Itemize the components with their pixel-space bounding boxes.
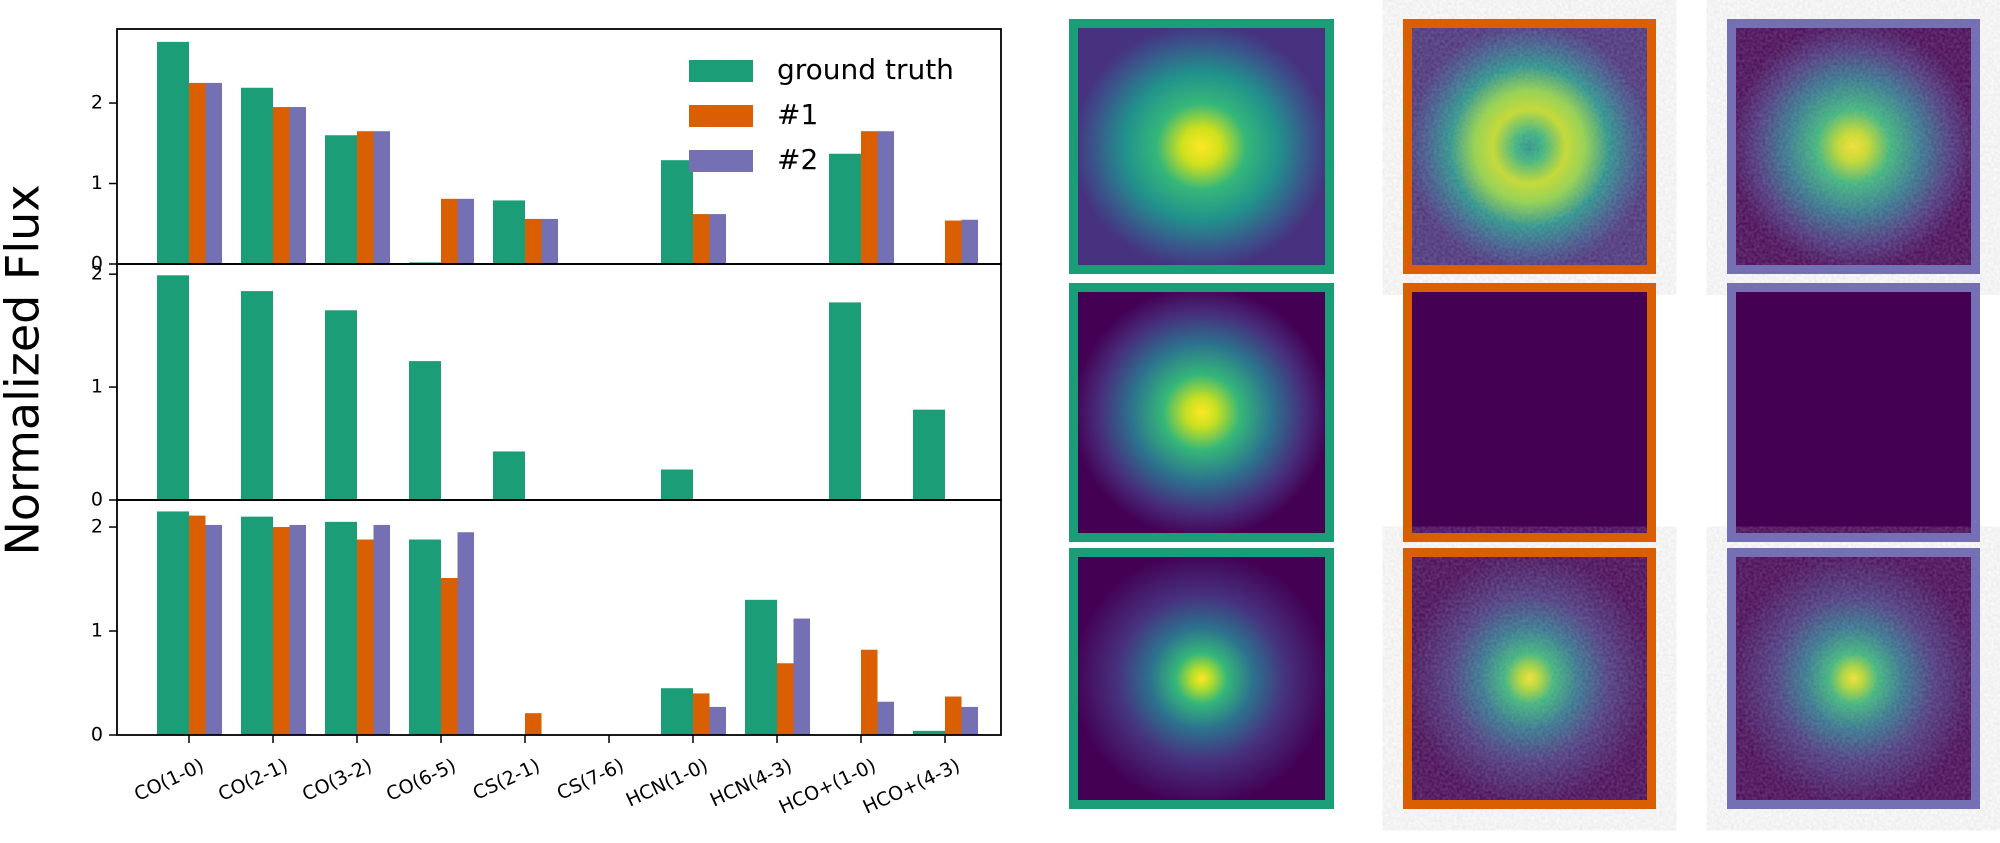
image-noise (1731, 23, 1976, 270)
legend-label: ground truth (777, 53, 954, 86)
x-tick-label: CO(6-5) (383, 755, 459, 806)
bar (373, 131, 390, 264)
bar (877, 131, 894, 264)
y-tick-label: 0 (91, 724, 103, 746)
image (1073, 287, 1330, 538)
bar (777, 663, 794, 735)
image-frame (1069, 283, 1334, 542)
bar (745, 599, 777, 735)
y-tick-label: 0 (91, 253, 103, 275)
bar (661, 160, 693, 264)
legend-swatch (689, 105, 753, 127)
bar (525, 218, 542, 264)
bar (493, 451, 525, 500)
bar (793, 618, 810, 735)
y-tick-label: 1 (91, 376, 103, 398)
bar (829, 302, 861, 500)
x-tick-label: CO(2-1) (215, 755, 291, 806)
image-frame (1069, 19, 1334, 274)
bar (961, 706, 978, 735)
bar (325, 521, 357, 735)
bar (157, 275, 189, 500)
bar (441, 198, 458, 264)
y-tick-label: 2 (91, 92, 103, 114)
bar (205, 524, 222, 735)
bar (525, 713, 542, 735)
legend-swatch (689, 150, 753, 172)
bar (325, 310, 357, 500)
y-tick-label: 1 (91, 172, 103, 194)
x-tick-label: HCN(1-0) (623, 755, 712, 812)
y-tick-label: 0 (91, 489, 103, 511)
image-noise (1407, 23, 1652, 270)
bar (693, 214, 710, 264)
bar (945, 696, 962, 735)
x-tick-label: CO(1-0) (131, 755, 207, 806)
legend-label: #2 (777, 143, 818, 176)
image-frame (1403, 19, 1656, 274)
x-tick-label: CO(3-2) (299, 755, 375, 806)
image (1073, 23, 1330, 270)
bar (877, 701, 894, 735)
bar (157, 41, 189, 265)
image-noise (1731, 552, 1976, 805)
image-frame (1403, 283, 1656, 542)
legend-swatch (689, 60, 753, 82)
bar (241, 87, 273, 264)
bar (945, 220, 962, 264)
image-frame (1727, 283, 1980, 542)
bar (273, 527, 290, 735)
bar (913, 409, 945, 500)
bar (493, 200, 525, 264)
axes-frame (116, 499, 1002, 736)
bar (205, 82, 222, 264)
bar (709, 706, 726, 735)
bar (829, 153, 861, 264)
image-grid (1073, 23, 1976, 805)
bar (157, 511, 189, 735)
image-frame (1727, 548, 1980, 809)
bar (289, 107, 306, 265)
bar (709, 214, 726, 264)
bar (913, 730, 945, 735)
bar (441, 577, 458, 735)
bar (409, 539, 441, 735)
bar (861, 131, 878, 264)
image-noise (1407, 552, 1652, 805)
image (1731, 287, 1976, 538)
bar (961, 219, 978, 264)
y-tick-label: 2 (91, 516, 103, 538)
bar (241, 291, 273, 500)
bar (457, 532, 474, 735)
image (1073, 552, 1330, 805)
y-axis-label: Normalized Flux (0, 184, 50, 555)
x-tick-label: HCO+(4-3) (860, 755, 964, 819)
bar (661, 469, 693, 500)
bar (409, 361, 441, 500)
bar (693, 693, 710, 735)
bar (241, 516, 273, 735)
image (1407, 287, 1652, 538)
bar (357, 131, 374, 264)
bar (861, 649, 878, 735)
bar (661, 688, 693, 735)
image-frame (1727, 19, 1980, 274)
bar (457, 198, 474, 264)
bar (541, 218, 558, 264)
bar (289, 524, 306, 735)
image-frame (1069, 548, 1334, 809)
bar (189, 515, 206, 735)
bar (325, 135, 357, 264)
y-tick-label: 1 (91, 620, 103, 642)
bar (357, 539, 374, 735)
bar (189, 82, 206, 264)
x-tick-label: CS(7-6) (554, 755, 628, 805)
bar (373, 524, 390, 735)
bar (273, 107, 290, 265)
image-frame (1403, 548, 1656, 809)
x-tick-label: CS(2-1) (470, 755, 544, 805)
legend-label: #1 (777, 98, 818, 131)
y-tick-label: 2 (91, 263, 103, 285)
